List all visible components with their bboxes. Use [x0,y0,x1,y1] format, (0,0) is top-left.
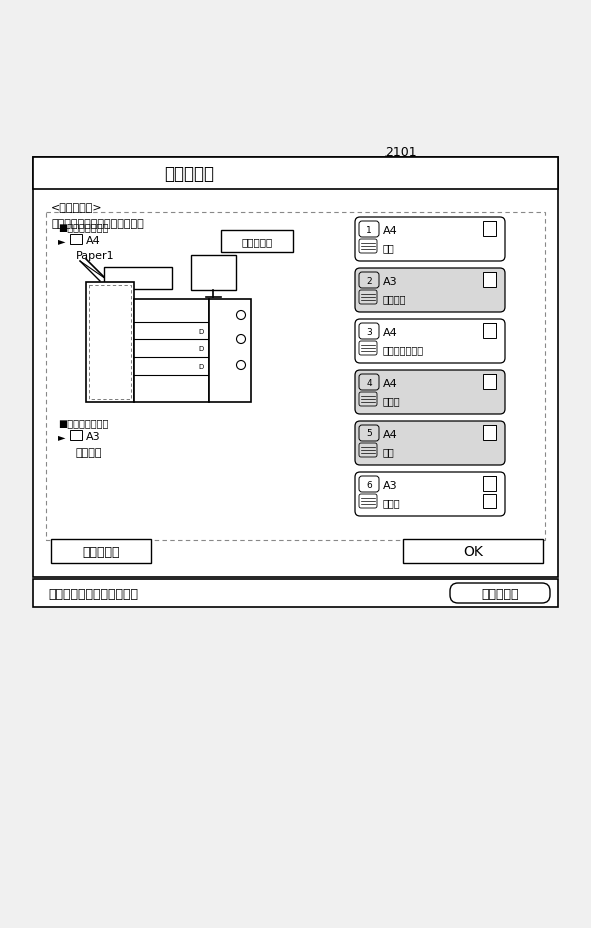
Bar [33,579,558,607]
Circle shape [236,335,245,344]
Bar [70,235,82,245]
Bar [483,426,496,441]
Bar [104,267,172,290]
Text: ■設定するシート: ■設定するシート [58,222,108,232]
Bar [70,431,82,441]
Text: コート紙: コート紙 [76,447,102,458]
FancyBboxPatch shape [359,290,377,304]
Text: A4: A4 [383,430,398,440]
Circle shape [236,311,245,320]
Bar [403,539,543,563]
FancyBboxPatch shape [359,393,377,406]
FancyBboxPatch shape [355,269,505,313]
FancyBboxPatch shape [450,584,550,603]
Text: D: D [199,329,204,335]
Bar [483,375,496,390]
Text: コート紙: コート紙 [383,293,407,303]
Bar [46,213,545,540]
FancyBboxPatch shape [355,218,505,262]
Bar [483,222,496,237]
Text: A3: A3 [383,277,398,287]
Bar [33,158,558,190]
Text: 普通紙: 普通紙 [383,497,401,508]
Text: 4: 4 [366,378,372,387]
Text: 6: 6 [366,480,372,489]
Bar [86,283,134,403]
Text: インデックス紙: インデックス紙 [383,344,424,354]
Text: A3: A3 [86,432,100,442]
Text: A4: A4 [383,328,398,338]
FancyBboxPatch shape [355,421,505,466]
Text: A4: A4 [86,236,100,246]
Text: D: D [199,345,204,352]
FancyBboxPatch shape [359,444,377,458]
FancyBboxPatch shape [359,273,379,289]
Text: ►: ► [58,432,66,442]
Text: 給紙段選択: 給紙段選択 [164,165,215,183]
FancyBboxPatch shape [359,342,377,355]
FancyBboxPatch shape [359,239,377,253]
Text: 2: 2 [366,277,372,285]
Text: 薄紙: 薄紙 [383,446,395,457]
FancyBboxPatch shape [355,472,505,517]
Bar [209,300,251,403]
FancyBboxPatch shape [359,222,379,238]
Text: A3: A3 [383,481,398,491]
Bar [51,539,151,563]
Circle shape [236,361,245,370]
FancyBboxPatch shape [359,495,377,509]
Text: ►: ► [58,236,66,246]
Bar [134,300,209,403]
FancyBboxPatch shape [359,476,379,493]
Text: 普通紙: 普通紙 [383,395,401,406]
Bar [483,273,496,288]
Text: 使用する給紙段を選択します。: 使用する給紙段を選択します。 [51,219,144,229]
Text: OK: OK [463,545,483,559]
Text: 3: 3 [366,328,372,336]
Bar [221,231,293,252]
Bar [483,324,496,339]
Text: <給紙段選択>: <給紙段選択> [51,203,103,213]
Text: キャンセル: キャンセル [82,545,120,558]
FancyBboxPatch shape [359,375,379,391]
Text: A4: A4 [383,226,398,236]
FancyBboxPatch shape [359,426,379,442]
Text: ■選択中の給紙段: ■選択中の給紙段 [58,418,108,428]
Text: シート詳細: シート詳細 [241,237,272,247]
FancyBboxPatch shape [359,324,379,340]
Text: 1: 1 [366,226,372,234]
Text: D: D [199,364,204,369]
Text: Paper1: Paper1 [76,251,115,261]
Text: 5: 5 [366,429,372,438]
Bar [483,495,496,509]
FancyBboxPatch shape [355,370,505,415]
Text: 薄紙: 薄紙 [383,243,395,252]
Bar [191,256,236,290]
Text: 2101: 2101 [385,146,417,159]
FancyBboxPatch shape [355,319,505,364]
Text: システム管理モードです。: システム管理モードです。 [48,586,138,599]
Bar [89,286,131,400]
Bar [33,158,558,577]
Text: ログアウト: ログアウト [481,586,519,599]
Text: A4: A4 [383,379,398,389]
Bar [483,476,496,492]
